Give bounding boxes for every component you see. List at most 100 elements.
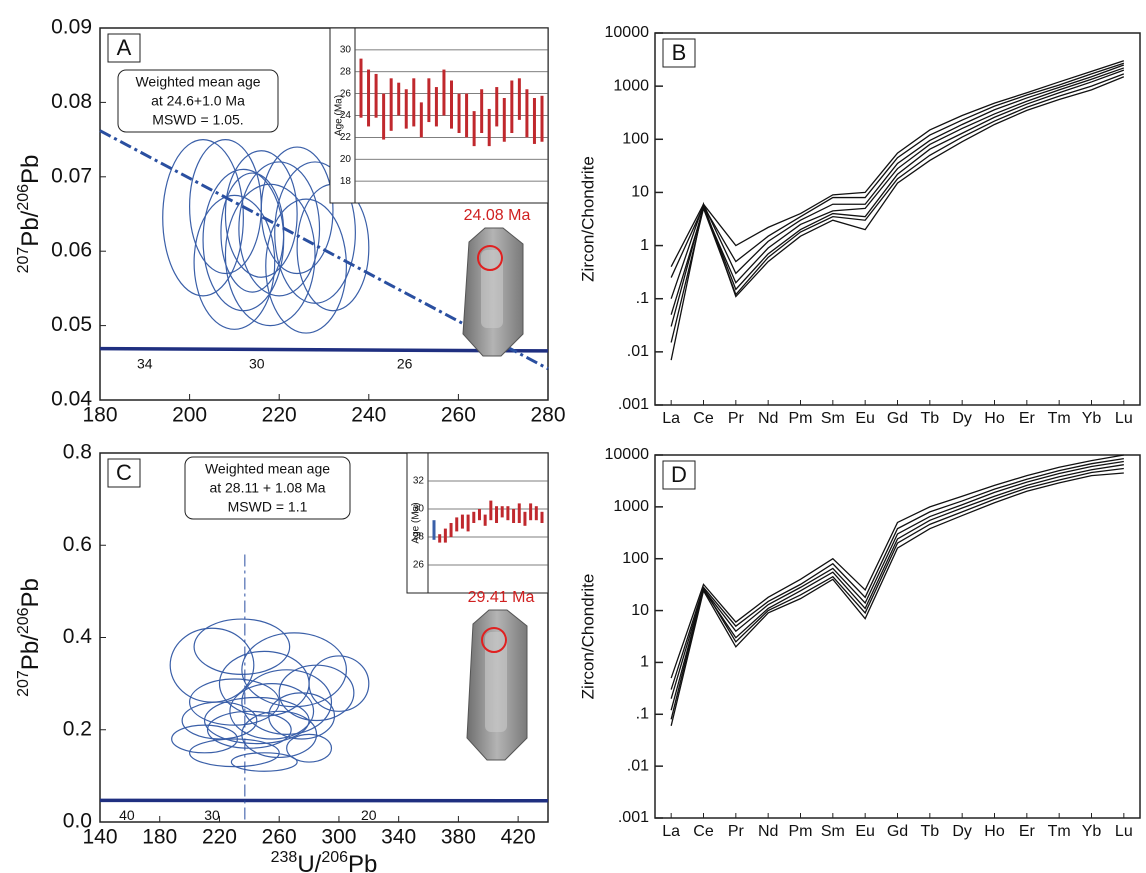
y-tick-label: 0.2 bbox=[63, 717, 92, 740]
x-tick-label: Pm bbox=[789, 410, 813, 427]
ree-pattern bbox=[670, 467, 1124, 720]
x-tick-label: Dy bbox=[952, 410, 972, 427]
panel-label: D bbox=[671, 462, 687, 487]
inset-y-label: Age (Ma) bbox=[411, 502, 422, 543]
annotation-text: at 24.6+1.0 Ma bbox=[151, 93, 245, 109]
x-tick-label: Tb bbox=[920, 410, 939, 427]
annotation-text: MSWD = 1.1 bbox=[228, 499, 308, 515]
plot-frame bbox=[654, 32, 1141, 406]
x-tick-label: 200 bbox=[172, 404, 207, 427]
inset-tick-label: 26 bbox=[340, 88, 352, 99]
ree-pattern bbox=[670, 64, 1125, 299]
x-tick-label: Nd bbox=[758, 823, 778, 840]
inset-tick-label: 30 bbox=[340, 45, 352, 56]
label-mass: 206 bbox=[15, 607, 32, 634]
x-tick-label: 240 bbox=[351, 404, 386, 427]
annotation-box bbox=[184, 456, 351, 520]
label-symbol: Pb bbox=[17, 155, 44, 184]
y-tick-label: 0.0 bbox=[63, 810, 92, 833]
x-tick-label: Er bbox=[1019, 410, 1036, 427]
ree-pattern bbox=[670, 67, 1125, 315]
x-tick-label: 140 bbox=[82, 826, 117, 849]
ree-pattern bbox=[670, 454, 1124, 679]
ree-pattern bbox=[670, 458, 1124, 690]
plot-frame bbox=[99, 27, 549, 401]
concordia-age-label: 20 bbox=[361, 807, 377, 823]
y-tick-label: 10 bbox=[631, 184, 649, 201]
x-tick-label: Tb bbox=[920, 823, 939, 840]
y-tick-label: 0.4 bbox=[63, 625, 93, 648]
concordia-age-label: 30 bbox=[249, 355, 265, 371]
y-tick-label: 10 bbox=[631, 602, 649, 619]
label-mass: 206 bbox=[321, 849, 348, 866]
concordia-curve bbox=[99, 346, 549, 353]
x-tick-label: 380 bbox=[441, 826, 476, 849]
label-symbol: Pb bbox=[348, 851, 377, 873]
x-tick-label: Lu bbox=[1115, 410, 1133, 427]
inset-y-label: Age (Ma) bbox=[334, 95, 345, 136]
analysis-spot bbox=[481, 627, 507, 653]
error-ellipse bbox=[308, 655, 370, 712]
x-tick-label: Dy bbox=[952, 823, 972, 840]
error-ellipse bbox=[220, 172, 285, 293]
x-tick-label: Pr bbox=[728, 823, 745, 840]
error-ellipse bbox=[241, 710, 318, 759]
y-tick-label: 1 bbox=[640, 237, 649, 254]
error-ellipse bbox=[230, 752, 298, 772]
x-tick-label: 180 bbox=[142, 826, 177, 849]
ree-pattern bbox=[670, 460, 1124, 699]
ree-pattern bbox=[670, 464, 1124, 711]
ree-pattern bbox=[670, 76, 1125, 361]
x-tick-label: 220 bbox=[202, 826, 237, 849]
x-tick-label: Er bbox=[1019, 823, 1036, 840]
inset-tick-label: 18 bbox=[340, 176, 352, 187]
x-tick-label: Pm bbox=[789, 823, 813, 840]
x-tick-label: 220 bbox=[262, 404, 297, 427]
y-tick-label: 0.09 bbox=[51, 16, 92, 39]
y-tick-label: .1 bbox=[636, 290, 649, 307]
annotation-text: Weighted mean age bbox=[205, 461, 330, 477]
inset-tick-label: 30 bbox=[413, 504, 425, 515]
inset-tick-label: 28 bbox=[413, 532, 425, 543]
y-tick-label: .01 bbox=[627, 757, 649, 774]
x-tick-label: 300 bbox=[321, 826, 356, 849]
y-tick-label: 0.04 bbox=[51, 388, 92, 411]
x-tick-label: 260 bbox=[262, 826, 297, 849]
panel-label-box bbox=[107, 33, 141, 63]
plot-frame bbox=[654, 454, 1141, 819]
x-tick-label: La bbox=[662, 823, 680, 840]
error-ellipse bbox=[241, 632, 348, 708]
x-tick-label: Nd bbox=[758, 410, 778, 427]
ree-pattern bbox=[670, 69, 1125, 327]
panel-label-box bbox=[107, 458, 141, 488]
y-tick-label: 0.06 bbox=[51, 239, 92, 262]
concordia-age-label: 30 bbox=[204, 807, 220, 823]
error-ellipse bbox=[193, 194, 276, 330]
ree-pattern bbox=[670, 73, 1125, 343]
panel-label-box bbox=[662, 460, 696, 490]
label-symbol: Pb/ bbox=[17, 210, 44, 246]
ree-pattern bbox=[670, 62, 1125, 278]
error-ellipse bbox=[286, 733, 333, 763]
x-tick-label: Ce bbox=[693, 823, 714, 840]
x-tick-label: Lu bbox=[1115, 823, 1133, 840]
y-tick-label: 100 bbox=[622, 131, 649, 148]
ree-pattern bbox=[670, 472, 1124, 726]
panel-label-box bbox=[662, 38, 696, 68]
x-axis-label: 238U/206Pb bbox=[271, 849, 378, 873]
y-tick-label: 10000 bbox=[605, 24, 650, 41]
y-axis-label: Zircon/Chondrite bbox=[578, 156, 597, 282]
x-tick-label: 280 bbox=[530, 404, 565, 427]
error-ellipse bbox=[169, 627, 255, 703]
y-tick-label: .001 bbox=[618, 396, 649, 413]
spot-age-label: 29.41 Ma bbox=[468, 589, 535, 606]
x-tick-label: Yb bbox=[1082, 410, 1102, 427]
error-ellipse bbox=[229, 683, 315, 740]
y-tick-label: 1 bbox=[640, 654, 649, 671]
inset-tick-label: 26 bbox=[413, 560, 425, 571]
error-ellipse bbox=[188, 738, 280, 768]
label-mass: 206 bbox=[15, 184, 32, 211]
annotation-box bbox=[117, 69, 279, 133]
x-tick-label: Gd bbox=[887, 823, 908, 840]
